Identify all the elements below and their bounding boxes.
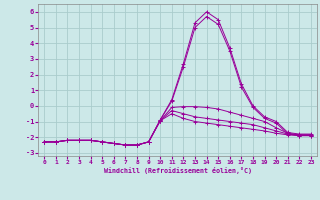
X-axis label: Windchill (Refroidissement éolien,°C): Windchill (Refroidissement éolien,°C) <box>104 167 252 174</box>
